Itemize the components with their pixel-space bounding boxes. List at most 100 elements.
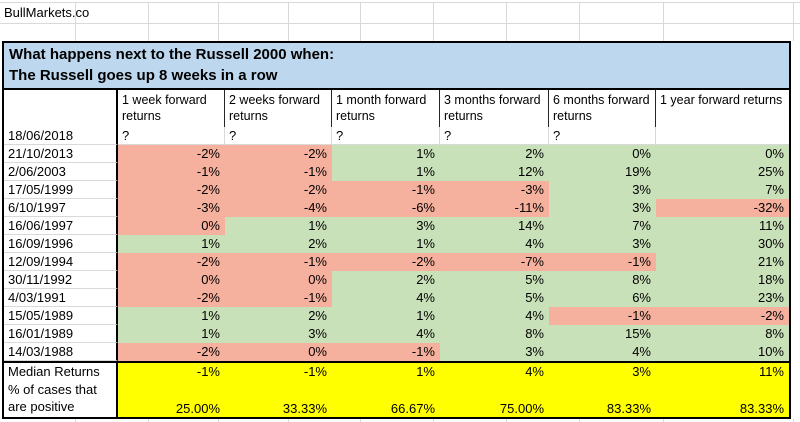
return-cell[interactable]: -2% <box>225 145 332 163</box>
return-cell[interactable]: 7% <box>656 181 789 199</box>
return-cell[interactable]: 5% <box>440 289 549 307</box>
return-cell[interactable]: 3% <box>549 235 656 253</box>
date-cell[interactable]: 18/06/2018 <box>4 127 118 145</box>
brand-cell[interactable]: BullMarkets.co <box>4 5 90 20</box>
header-cell[interactable]: 1 year forward returns <box>660 93 783 107</box>
return-cell[interactable]: 2% <box>225 235 332 253</box>
return-cell[interactable]: 3% <box>440 343 549 361</box>
percent-positive-label-cell[interactable]: % of cases that are positive <box>4 381 118 417</box>
pending-value-cell[interactable]: ? <box>549 127 656 145</box>
return-cell[interactable]: -2% <box>118 289 225 307</box>
median-value-cell[interactable]: 11% <box>656 363 789 381</box>
return-cell[interactable]: -1% <box>225 253 332 271</box>
pending-value-cell[interactable]: ? <box>332 127 440 145</box>
return-cell[interactable]: 7% <box>549 217 656 235</box>
pending-value-cell[interactable]: ? <box>225 127 332 145</box>
return-cell[interactable]: -1% <box>225 289 332 307</box>
return-cell[interactable]: 11% <box>656 217 789 235</box>
date-cell[interactable]: 2/06/2003 <box>4 163 118 181</box>
return-cell[interactable]: 1% <box>332 145 440 163</box>
median-label-cell[interactable]: Median Returns <box>4 363 118 381</box>
date-cell[interactable]: 21/10/2013 <box>4 145 118 163</box>
return-cell[interactable]: 23% <box>656 289 789 307</box>
median-value-cell[interactable]: 3% <box>549 363 656 381</box>
return-cell[interactable]: 1% <box>332 235 440 253</box>
return-cell[interactable]: 3% <box>549 199 656 217</box>
return-cell[interactable]: 1% <box>225 217 332 235</box>
return-cell[interactable]: 3% <box>549 181 656 199</box>
return-cell[interactable]: 3% <box>332 217 440 235</box>
date-cell[interactable]: 4/03/1991 <box>4 289 118 307</box>
percent-positive-value-cell[interactable]: 83.33% <box>549 381 656 417</box>
return-cell[interactable]: 30% <box>656 235 789 253</box>
return-cell[interactable]: 1% <box>332 163 440 181</box>
return-cell[interactable]: -1% <box>225 163 332 181</box>
header-cell-dates[interactable] <box>4 90 118 127</box>
return-cell[interactable]: 0% <box>225 271 332 289</box>
return-cell[interactable]: 2% <box>332 271 440 289</box>
return-cell[interactable]: -11% <box>440 199 549 217</box>
return-cell[interactable]: -32% <box>656 199 789 217</box>
date-cell[interactable]: 16/01/1989 <box>4 325 118 343</box>
return-cell[interactable]: -3% <box>440 181 549 199</box>
median-value-cell[interactable]: -1% <box>225 363 332 381</box>
header-cell[interactable]: 1 month forward returns <box>332 90 440 127</box>
return-cell[interactable]: 3% <box>225 325 332 343</box>
return-cell[interactable]: 4% <box>549 343 656 361</box>
return-cell[interactable]: 4% <box>440 235 549 253</box>
date-cell[interactable]: 16/09/1996 <box>4 235 118 253</box>
return-cell[interactable]: 0% <box>225 343 332 361</box>
median-value-cell[interactable]: 1% <box>332 363 440 381</box>
percent-positive-value-cell[interactable]: 83.33% <box>656 381 789 417</box>
return-cell[interactable]: 10% <box>656 343 789 361</box>
return-cell[interactable]: 8% <box>440 325 549 343</box>
return-cell[interactable]: -1% <box>332 181 440 199</box>
return-cell[interactable]: -1% <box>549 307 656 325</box>
return-cell[interactable]: 19% <box>549 163 656 181</box>
return-cell[interactable]: -6% <box>332 199 440 217</box>
header-cell[interactable]: 3 months forward returns <box>440 90 549 127</box>
date-cell[interactable]: 15/05/1989 <box>4 307 118 325</box>
return-cell[interactable]: 1% <box>118 235 225 253</box>
date-cell[interactable]: 12/09/1994 <box>4 253 118 271</box>
date-cell[interactable]: 30/11/1992 <box>4 271 118 289</box>
date-cell[interactable]: 16/06/1997 <box>4 217 118 235</box>
return-cell[interactable]: -7% <box>440 253 549 271</box>
return-cell[interactable]: 15% <box>549 325 656 343</box>
return-cell[interactable]: 12% <box>440 163 549 181</box>
return-cell[interactable]: -2% <box>332 253 440 271</box>
return-cell[interactable]: -2% <box>118 181 225 199</box>
return-cell[interactable]: 0% <box>656 145 789 163</box>
return-cell[interactable]: 1% <box>332 307 440 325</box>
title-banner[interactable]: What happens next to the Russell 2000 wh… <box>2 41 791 88</box>
return-cell[interactable]: 1% <box>118 325 225 343</box>
return-cell[interactable]: 5% <box>440 271 549 289</box>
return-cell[interactable]: 4% <box>440 307 549 325</box>
return-cell[interactable]: 14% <box>440 217 549 235</box>
date-cell[interactable]: 14/03/1988 <box>4 343 118 361</box>
return-cell[interactable]: -2% <box>118 253 225 271</box>
return-cell[interactable]: -2% <box>225 181 332 199</box>
return-cell[interactable]: 2% <box>225 307 332 325</box>
return-cell[interactable]: 1% <box>118 307 225 325</box>
return-cell[interactable]: 0% <box>118 271 225 289</box>
return-cell[interactable]: 4% <box>332 289 440 307</box>
return-cell[interactable]: 2% <box>440 145 549 163</box>
return-cell[interactable]: 0% <box>549 145 656 163</box>
header-cell[interactable]: 1 week forward returns <box>118 90 225 127</box>
percent-positive-value-cell[interactable]: 66.67% <box>332 381 440 417</box>
pending-value-cell[interactable] <box>656 127 789 145</box>
return-cell[interactable]: -2% <box>656 307 789 325</box>
pending-value-cell[interactable]: ? <box>118 127 225 145</box>
return-cell[interactable]: -1% <box>118 163 225 181</box>
return-cell[interactable]: -2% <box>118 343 225 361</box>
percent-positive-value-cell[interactable]: 25.00% <box>118 381 225 417</box>
percent-positive-value-cell[interactable]: 33.33% <box>225 381 332 417</box>
header-cell[interactable]: 6 months forward returns <box>549 90 656 127</box>
return-cell[interactable]: 6% <box>549 289 656 307</box>
return-cell[interactable]: 8% <box>656 325 789 343</box>
return-cell[interactable]: -1% <box>549 253 656 271</box>
return-cell[interactable]: 0% <box>118 217 225 235</box>
percent-positive-value-cell[interactable]: 75.00% <box>440 381 549 417</box>
return-cell[interactable]: 18% <box>656 271 789 289</box>
